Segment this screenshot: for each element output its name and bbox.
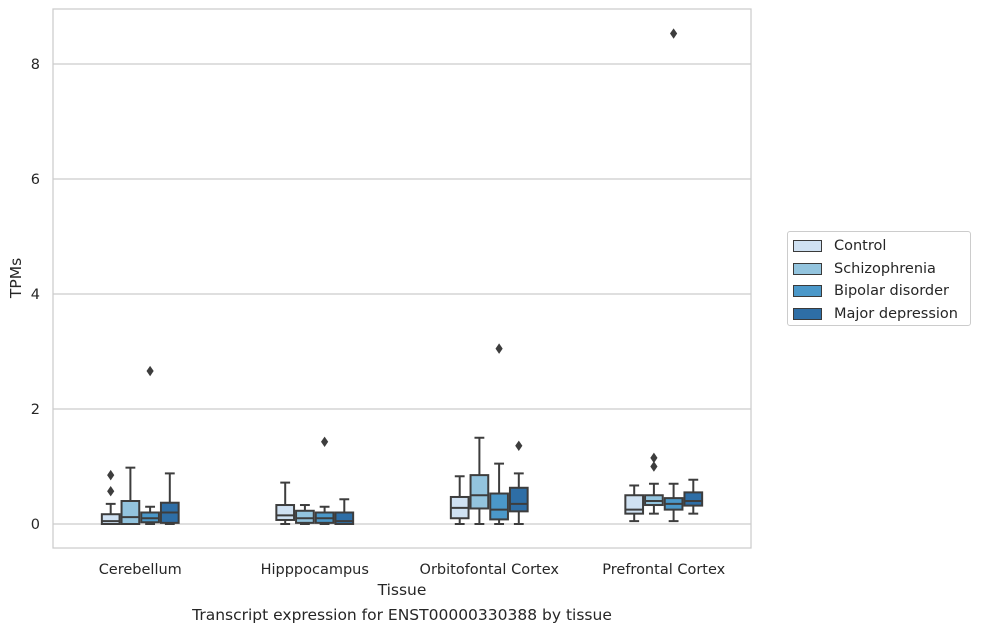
legend-item: Bipolar disorder [793, 281, 949, 301]
outlier-point [650, 461, 658, 472]
legend-label: Schizophrenia [834, 260, 936, 277]
box-body [508, 486, 529, 513]
legend-swatch [793, 285, 822, 297]
box-3-2 [663, 28, 684, 523]
y-tick-label: 8 [31, 57, 40, 73]
legend-label: Bipolar disorder [834, 283, 949, 299]
outlier-point [515, 440, 523, 451]
outlier-point [321, 436, 329, 447]
legend-item: Schizophrenia [793, 259, 936, 279]
box-body [295, 509, 315, 524]
legend-item: Control [793, 236, 886, 256]
outlier-point [495, 343, 503, 354]
box-1-3 [334, 498, 355, 525]
legend-swatch [793, 240, 822, 252]
box-0-0 [100, 469, 121, 525]
box-1-1 [295, 504, 315, 525]
y-axis-label: TPMs [7, 258, 25, 299]
outlier-point [146, 365, 154, 377]
plot-area-frame [52, 8, 752, 549]
legend-swatch [793, 307, 822, 320]
x-axis-label: Tissue [377, 581, 427, 599]
y-tick-label: 0 [31, 517, 40, 533]
outlier-point [670, 28, 678, 39]
box-body [100, 513, 121, 525]
box-3-0 [624, 484, 645, 523]
box-3-3 [683, 478, 704, 515]
outlier-point [650, 452, 658, 464]
box-0-3 [159, 472, 180, 525]
box-body [275, 504, 296, 521]
box-2-3 [508, 440, 529, 525]
box-body [334, 511, 355, 525]
legend: Control Schizophrenia Bipolar disorder Majo… [787, 231, 971, 326]
y-tick-labels: 0 2 4 6 8 [31, 57, 40, 533]
boxes [100, 28, 704, 525]
chart-caption: Transcript expression for ENST0000033038… [192, 606, 612, 624]
x-tick-label: Hipppocampus [261, 562, 369, 578]
box-body [120, 500, 141, 525]
y-tick-label: 4 [31, 287, 40, 303]
box-body [489, 492, 509, 521]
outlier-point [107, 469, 115, 481]
box-3-1 [644, 452, 664, 515]
outlier-point [107, 486, 115, 497]
x-tick-label: Prefrontal Cortex [602, 562, 725, 578]
legend-label: Control [834, 238, 887, 254]
legend-swatch [793, 262, 822, 275]
box-body [624, 494, 645, 515]
box-body [469, 474, 490, 510]
box-2-1 [469, 436, 490, 525]
box-2-2 [489, 343, 509, 525]
box-2-0 [449, 475, 470, 525]
legend-label: Major depression [834, 305, 958, 322]
x-tick-label: Orbitofontal Cortex [420, 562, 560, 578]
box-body [683, 491, 704, 507]
box-1-0 [275, 481, 296, 525]
y-tick-label: 6 [31, 172, 40, 188]
legend-item: Major depression [793, 304, 958, 324]
x-tick-label: Cerebellum [99, 562, 182, 578]
box-0-1 [120, 466, 141, 525]
y-tick-label: 2 [31, 402, 40, 418]
x-tick-labels: Cerebellum Hipppocampus Orbitofontal Corte… [99, 562, 726, 578]
gridlines [53, 63, 751, 525]
box-0-2 [140, 365, 160, 525]
box-1-2 [314, 436, 335, 525]
